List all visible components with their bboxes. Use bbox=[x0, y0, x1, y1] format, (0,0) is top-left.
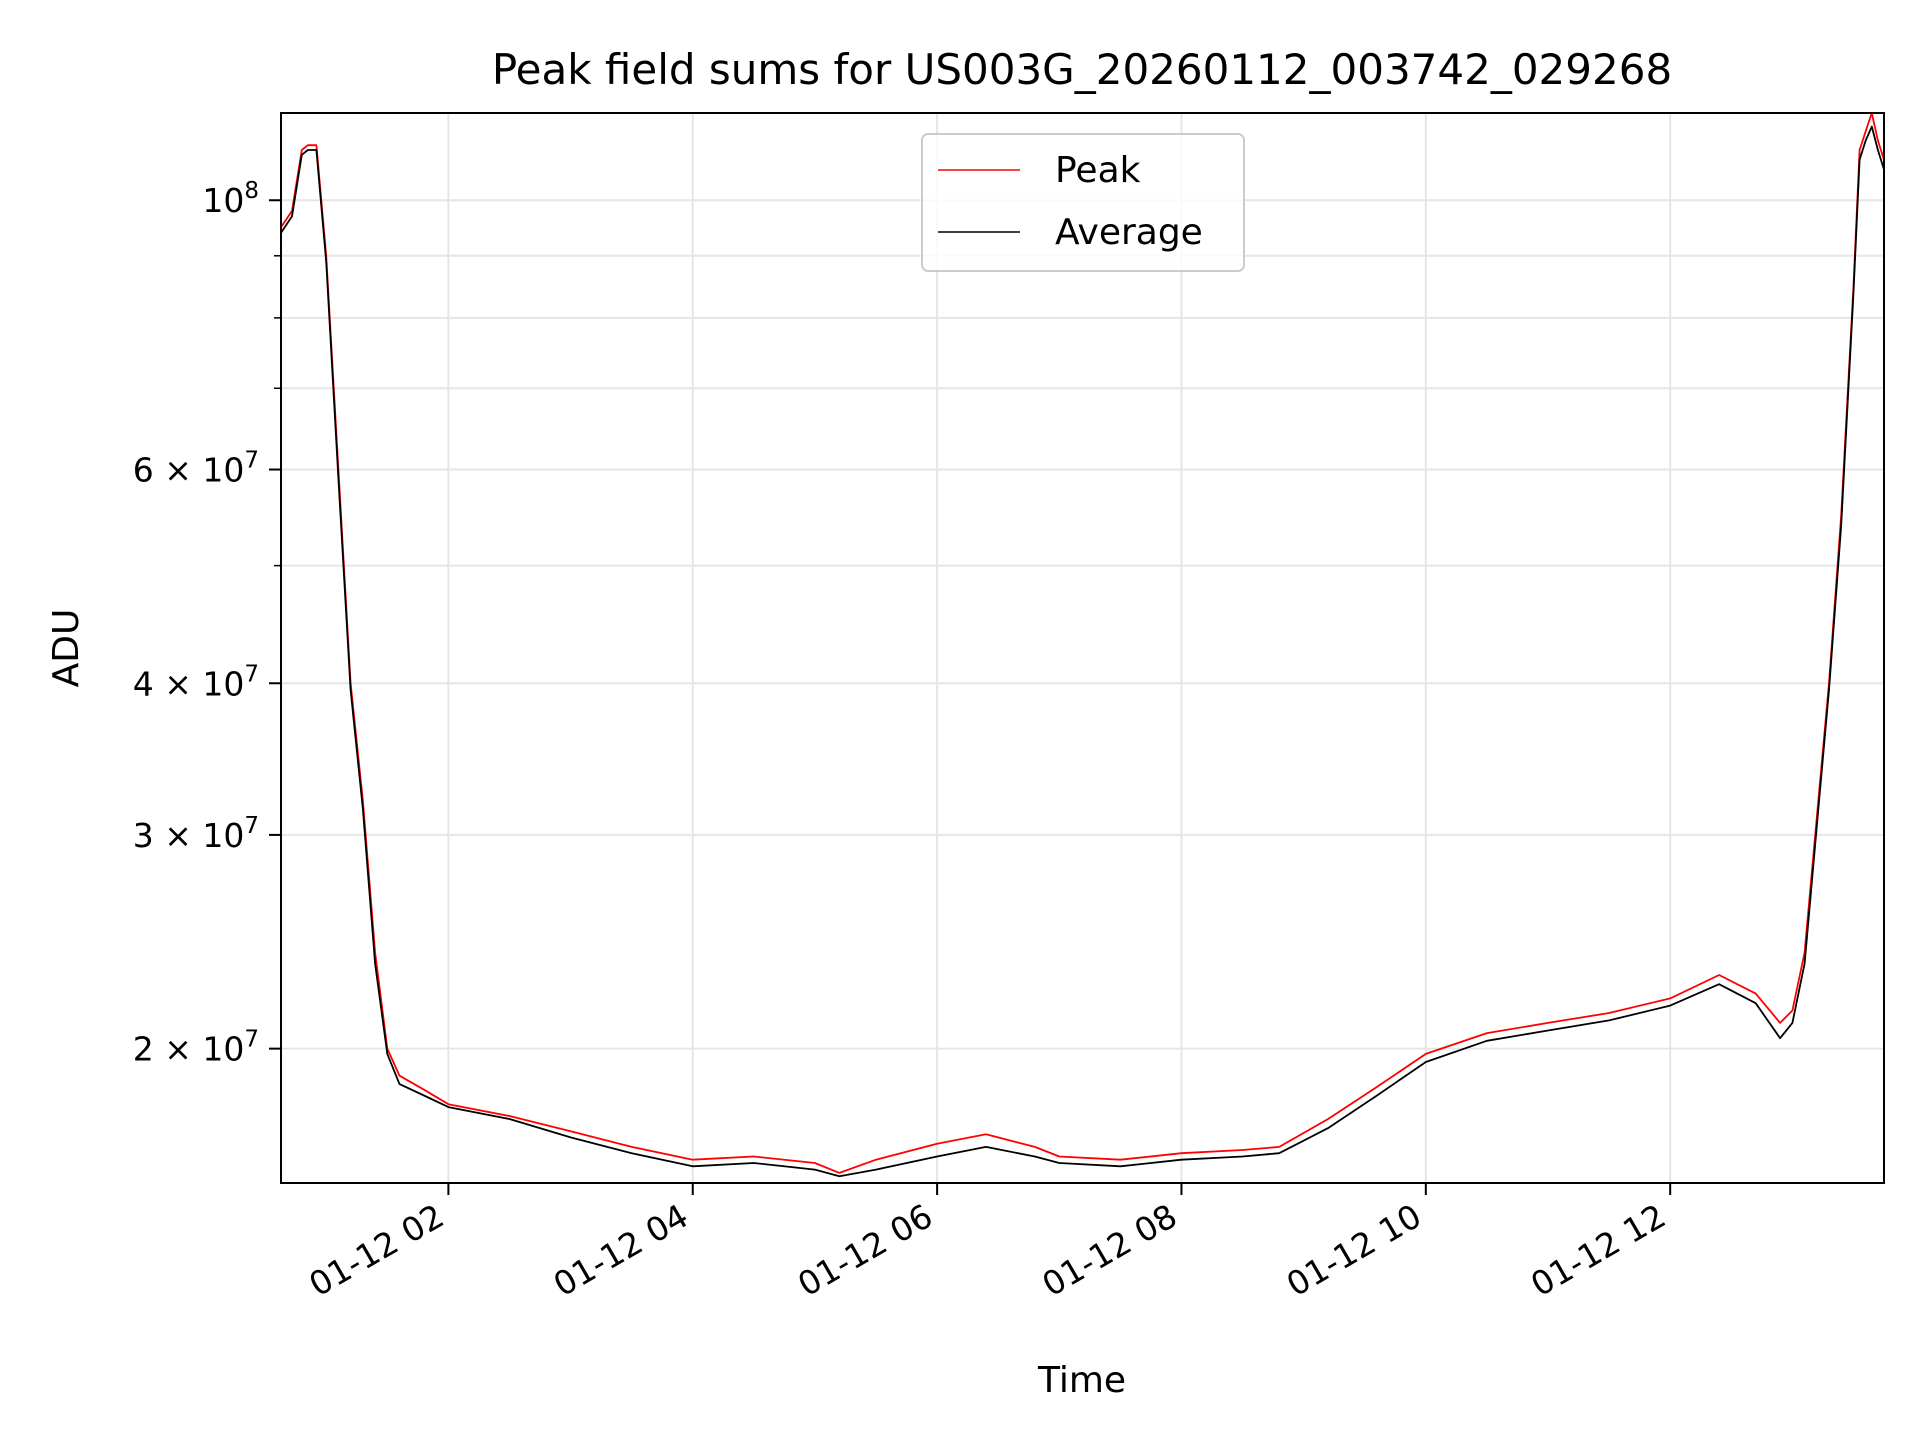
y-tick-exponent: 7 bbox=[244, 1027, 259, 1053]
y-tick-label: 3 × 107 bbox=[133, 813, 259, 855]
legend-label-peak: Peak bbox=[1055, 150, 1141, 191]
chart-title: Peak field sums for US003G_20260112_0037… bbox=[492, 45, 1672, 94]
y-tick-mantissa: 6 × 10 bbox=[133, 451, 245, 490]
y-tick-mantissa: 3 × 10 bbox=[133, 816, 245, 855]
y-tick-exponent: 8 bbox=[244, 178, 259, 204]
y-axis-label: ADU bbox=[46, 609, 87, 688]
y-tick-label: 108 bbox=[202, 178, 259, 220]
y-tick-exponent: 7 bbox=[244, 448, 259, 474]
plot-frame bbox=[280, 112, 1885, 1184]
legend: Peak Average bbox=[921, 133, 1245, 272]
y-tick-exponent: 7 bbox=[244, 661, 259, 687]
series-line-average bbox=[281, 125, 1884, 1178]
y-tick-mantissa: 4 × 10 bbox=[133, 664, 245, 703]
legend-box bbox=[921, 133, 1245, 272]
y-tick-label: 2 × 107 bbox=[133, 1027, 259, 1069]
y-tick-mantissa: 2 × 10 bbox=[133, 1030, 245, 1069]
series-layer bbox=[281, 113, 1884, 1178]
x-axis-label: Time bbox=[1037, 1360, 1126, 1401]
y-tick-label: 6 × 107 bbox=[133, 448, 259, 490]
y-tick-label: 4 × 107 bbox=[133, 661, 259, 703]
y-tick-base: 10 bbox=[202, 181, 244, 220]
y-tick-exponent: 7 bbox=[244, 813, 259, 839]
legend-label-average: Average bbox=[1055, 212, 1203, 253]
